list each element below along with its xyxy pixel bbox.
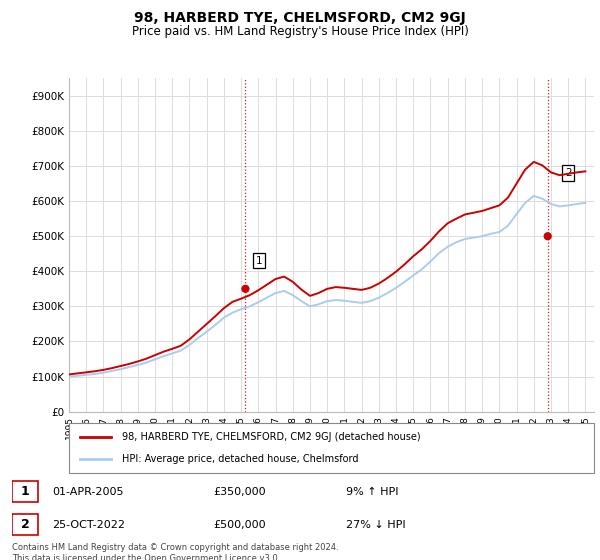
Text: 1: 1: [20, 485, 29, 498]
Text: 25-OCT-2022: 25-OCT-2022: [52, 520, 125, 530]
FancyBboxPatch shape: [12, 482, 38, 502]
Text: 9% ↑ HPI: 9% ↑ HPI: [346, 487, 398, 497]
Text: Contains HM Land Registry data © Crown copyright and database right 2024.
This d: Contains HM Land Registry data © Crown c…: [12, 543, 338, 560]
Text: £500,000: £500,000: [214, 520, 266, 530]
Text: £350,000: £350,000: [214, 487, 266, 497]
Text: 98, HARBERD TYE, CHELMSFORD, CM2 9GJ (detached house): 98, HARBERD TYE, CHELMSFORD, CM2 9GJ (de…: [121, 432, 420, 442]
FancyBboxPatch shape: [12, 515, 38, 535]
Text: Price paid vs. HM Land Registry's House Price Index (HPI): Price paid vs. HM Land Registry's House …: [131, 25, 469, 38]
Text: HPI: Average price, detached house, Chelmsford: HPI: Average price, detached house, Chel…: [121, 454, 358, 464]
Text: 01-APR-2005: 01-APR-2005: [52, 487, 124, 497]
Point: [543, 232, 553, 241]
Text: 2: 2: [20, 518, 29, 531]
Text: 27% ↓ HPI: 27% ↓ HPI: [346, 520, 406, 530]
Point: [241, 284, 250, 293]
Text: 1: 1: [256, 256, 263, 266]
Text: 98, HARBERD TYE, CHELMSFORD, CM2 9GJ: 98, HARBERD TYE, CHELMSFORD, CM2 9GJ: [134, 11, 466, 25]
Text: 2: 2: [565, 168, 572, 178]
FancyBboxPatch shape: [69, 423, 594, 473]
